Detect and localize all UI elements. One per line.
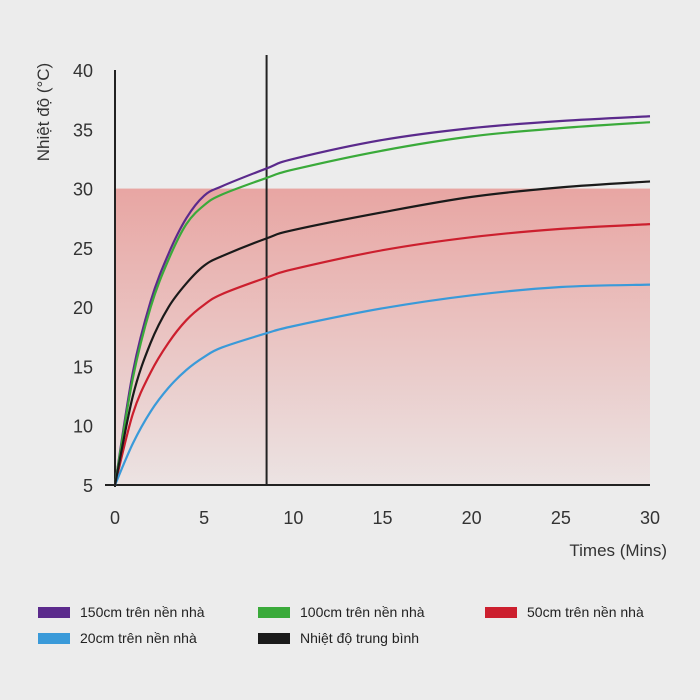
legend-label: 50cm trên nền nhà [527,604,644,620]
y-tick-label: 25 [73,239,93,259]
legend-swatch [258,606,290,618]
legend-swatch [38,632,70,644]
legend-label: Nhiệt độ trung bình [300,630,420,646]
series-line-0 [113,115,651,486]
x-tick-label: 10 [283,508,303,528]
legend-item: 100cm trên nền nhà [258,604,425,620]
legend-label: 100cm trên nền nhà [300,604,425,620]
series-line-3 [113,283,651,486]
x-tick-label: 0 [110,508,120,528]
x-tick-label: 30 [640,508,660,528]
comfort-band [115,188,650,486]
legend-item: 50cm trên nền nhà [485,604,644,620]
y-tick-label: 10 [73,417,93,437]
legend-swatch [258,632,290,644]
y-axis-label: Nhiệt độ (°C) [34,63,53,161]
series-line-1 [113,121,651,486]
x-tick-label: 15 [372,508,392,528]
legend: 150cm trên nền nhà 100cm trên nền nhà 50cm… [0,600,700,660]
y-tick-label: 35 [73,120,93,140]
legend-swatch [38,606,70,618]
series-line-4 [113,180,651,486]
y-tick-label: 30 [73,180,93,200]
series-line-2 [113,223,651,486]
legend-item: 150cm trên nền nhà [38,604,205,620]
y-tick-label: 20 [73,298,93,318]
y-tick-label: 40 [73,61,93,81]
legend-swatch [485,606,517,618]
y-tick-label: 15 [73,357,93,377]
legend-item: 20cm trên nền nhà [38,630,197,646]
x-tick-label: 5 [199,508,209,528]
legend-item: Nhiệt độ trung bình [258,630,419,646]
x-tick-label: 25 [551,508,571,528]
legend-label: 150cm trên nền nhà [80,604,205,620]
x-tick-label: 20 [462,508,482,528]
x-axis-label: Times (Mins) [569,541,667,560]
y-tick-label: 5 [83,476,93,496]
legend-label: 20cm trên nền nhà [80,630,197,646]
